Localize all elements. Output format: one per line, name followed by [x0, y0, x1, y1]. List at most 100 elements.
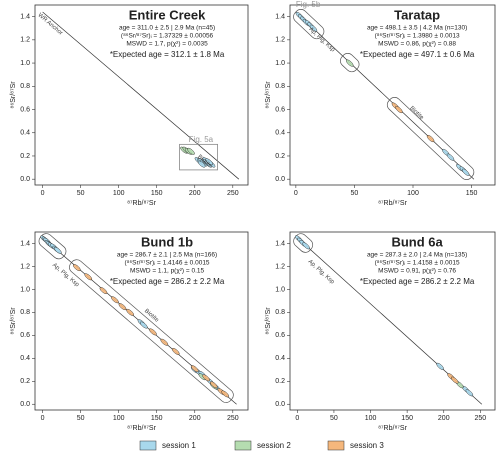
- y-tick-label: 1.0: [275, 60, 285, 67]
- y-tick-label: 0.4: [275, 130, 285, 137]
- plot-label: Ap, Plg, Ksp: [307, 26, 336, 53]
- x-axis-label: ⁸⁷Rb/⁸⁷Sr: [127, 200, 157, 207]
- group-box: [386, 97, 475, 180]
- y-tick-label: 0.0: [275, 176, 285, 183]
- group-box: [293, 8, 325, 40]
- x-tick-label: 50: [77, 415, 85, 422]
- y-tick-label: 1.2: [20, 37, 30, 44]
- data-ellipse: [187, 147, 195, 155]
- legend-label: session 2: [257, 441, 291, 450]
- data-ellipse: [302, 242, 310, 250]
- panel-title: Entire Creek: [129, 7, 206, 22]
- annotation: age = 287.3 ± 2.0 | 2.4 Ma (n=135): [367, 252, 467, 259]
- plot-frame: [34, 4, 249, 186]
- y-tick-label: 0.2: [275, 378, 285, 385]
- y-axis-label: ⁸⁶Sr/⁸⁷Sr: [10, 81, 17, 109]
- x-axis-label: ⁸⁷Rb/⁸⁷Sr: [378, 425, 408, 432]
- x-tick-label: 50: [351, 190, 359, 197]
- x-tick-label: 150: [466, 190, 478, 197]
- data-ellipse: [160, 338, 169, 346]
- plot-frame: [289, 231, 496, 411]
- data-ellipse: [395, 105, 403, 114]
- y-tick-label: 1.2: [275, 37, 285, 44]
- annotation: age = 311.0 ± 2.5 | 2.9 Ma (n=45): [119, 25, 215, 32]
- y-tick-label: 1.4: [20, 13, 30, 20]
- panel-title: Taratap: [394, 7, 440, 22]
- annotation: (⁸⁶Sr/⁸⁷Sr)ᵢ = 1.4158 ± 0.0015: [375, 260, 460, 267]
- legend-swatch: [327, 440, 345, 451]
- y-tick-label: 0.6: [20, 332, 30, 339]
- data-ellipse: [73, 264, 81, 272]
- data-ellipse: [171, 347, 180, 355]
- data-ellipse: [149, 328, 157, 336]
- x-axis-label: ⁸⁷Rb/⁸⁷Sr: [127, 425, 157, 432]
- x-tick-label: 0: [41, 415, 45, 422]
- y-tick-label: 0.8: [275, 309, 285, 316]
- y-tick-label: 0.4: [20, 130, 30, 137]
- data-ellipse: [450, 376, 459, 384]
- y-tick-label: 1.4: [275, 13, 285, 20]
- data-ellipse: [205, 158, 214, 166]
- y-tick-label: 0.2: [20, 378, 30, 385]
- group-box: [340, 53, 360, 73]
- annotation: age = 498.1 ± 3.5 | 4.2 Ma (n=130): [367, 25, 467, 32]
- panel-title: Bund 6a: [391, 234, 443, 249]
- annotation: *Expected age = 286.2 ± 2.2 Ma: [360, 277, 475, 286]
- data-ellipse: [54, 246, 62, 254]
- legend-swatch: [234, 440, 252, 451]
- annotation: age = 286.7 ± 2.1 | 2.5 Ma (n=166): [117, 252, 217, 259]
- panel: 0 50 100 150 200 250 0.0 0.2 0.4 0.6 0.8 1.0 1.2 1.4 ⁸…: [10, 231, 249, 432]
- plot-label: Fig. 5b: [296, 0, 321, 9]
- annotation: (⁸⁶Sr/⁸⁷Sr)ᵢ = 1.3980 ± 0.0013: [375, 33, 460, 40]
- y-tick-label: 1.0: [275, 286, 285, 293]
- x-tick-label: 150: [151, 415, 163, 422]
- annotation: *Expected age = 497.1 ± 0.6 Ma: [360, 50, 475, 59]
- x-tick-label: 250: [475, 415, 487, 422]
- data-ellipse: [111, 296, 119, 304]
- data-ellipse: [190, 365, 199, 373]
- y-axis-label: ⁸⁶Sr/⁸⁷Sr: [10, 307, 17, 335]
- zoom-box: [179, 143, 218, 171]
- x-tick-label: 0: [294, 190, 298, 197]
- y-tick-label: 1.2: [275, 263, 285, 270]
- data-ellipse: [346, 59, 354, 67]
- plot-frame: [34, 231, 249, 411]
- data-ellipse: [446, 153, 455, 161]
- legend-label: session 1: [162, 441, 196, 450]
- annotation: (⁸⁶Sr/⁸⁷Sr)ᵢ = 1.37329 ± 0.00056: [121, 33, 214, 40]
- x-tick-label: 100: [407, 190, 419, 197]
- data-ellipse: [436, 362, 444, 370]
- y-tick-label: 0.4: [275, 355, 285, 362]
- plot-frame: [289, 4, 496, 186]
- x-tick-label: 200: [189, 415, 201, 422]
- y-tick-label: 0.2: [20, 153, 30, 160]
- y-tick-label: 1.4: [275, 240, 285, 247]
- x-tick-label: 100: [113, 190, 125, 197]
- data-ellipse: [202, 374, 210, 382]
- data-ellipse: [309, 24, 318, 32]
- legend-swatch: [139, 440, 157, 451]
- data-ellipse: [84, 273, 93, 281]
- x-tick-label: 200: [438, 415, 450, 422]
- x-tick-label: 250: [227, 190, 239, 197]
- data-ellipse: [118, 303, 127, 311]
- y-tick-label: 1.4: [20, 240, 30, 247]
- y-tick-label: 1.0: [20, 60, 30, 67]
- panel-title: Bund 1b: [141, 234, 193, 249]
- panel: 0 50 100 150 200 250 0.0 0.2 0.4 0.6 0.8 1.0 1.2 1.4 ⁸…: [265, 231, 496, 432]
- y-tick-label: 0.0: [275, 401, 285, 408]
- x-tick-label: 50: [77, 190, 85, 197]
- data-ellipse: [465, 389, 474, 397]
- data-ellipse: [426, 134, 435, 143]
- group-box: [69, 259, 234, 403]
- y-tick-label: 1.0: [20, 286, 30, 293]
- annotation: MSWD = 0.86, p(χ²) = 0.88: [378, 41, 456, 48]
- data-ellipse: [126, 308, 134, 316]
- y-tick-label: 0.8: [275, 83, 285, 90]
- y-tick-label: 0.4: [20, 355, 30, 362]
- plot-label: WR Anchor: [36, 12, 63, 36]
- plot-label: Biotite: [408, 105, 425, 121]
- x-axis-label: ⁸⁷Rb/⁸⁷Sr: [378, 200, 408, 207]
- annotation: (⁸⁶Sr/⁸⁷Sr)ᵢ = 1.4146 ± 0.0015: [125, 260, 210, 267]
